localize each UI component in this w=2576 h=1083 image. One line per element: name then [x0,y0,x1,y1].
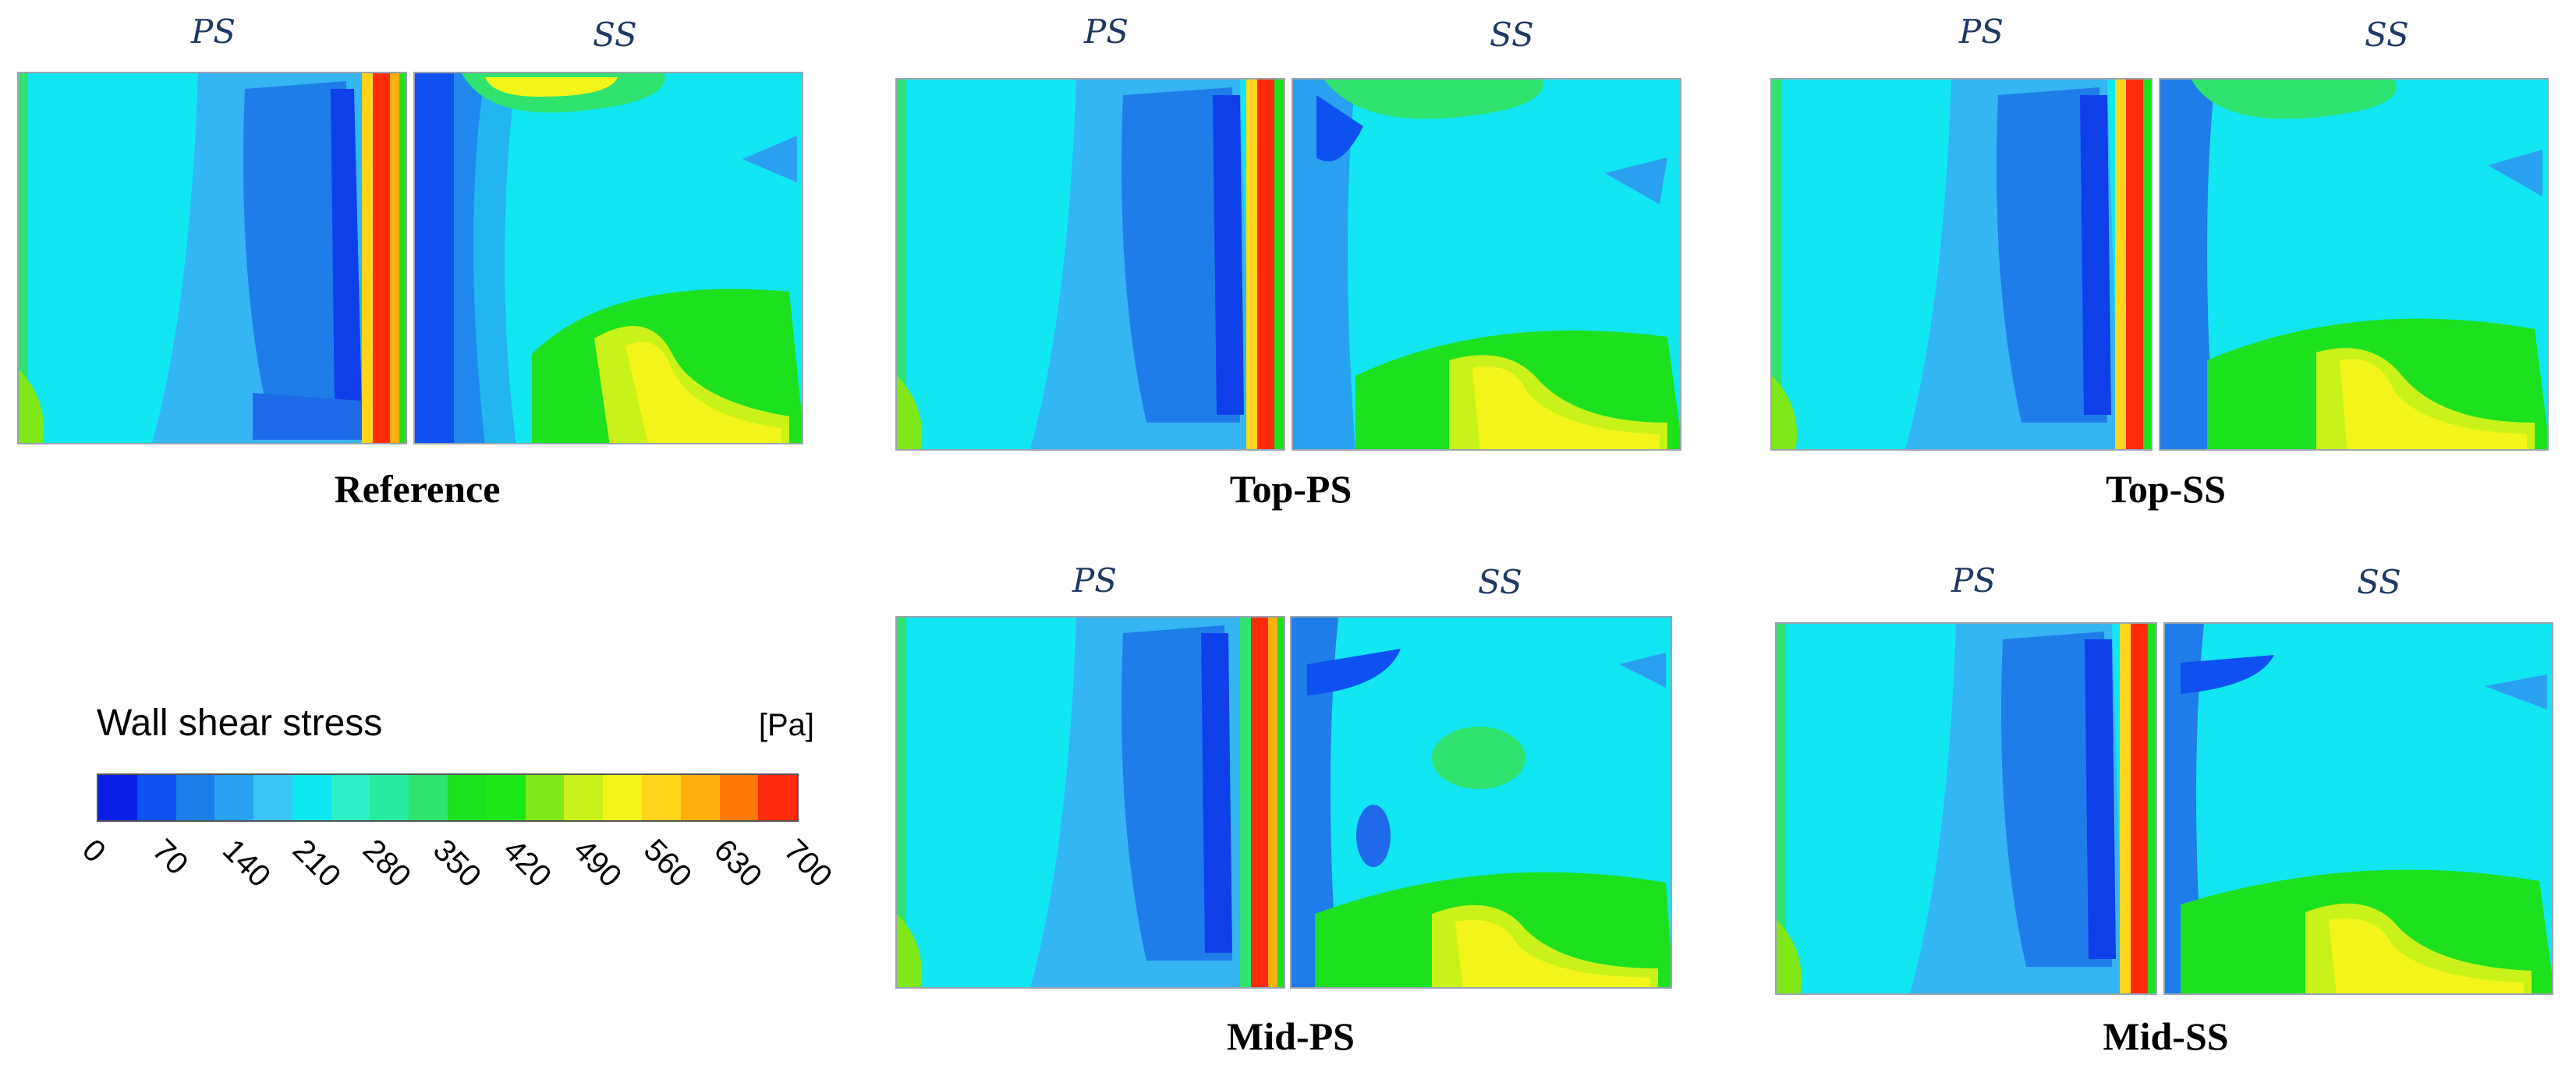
colorbar-swatch [409,775,448,820]
ss-contour-map [1290,616,1672,989]
color-legend: Wall shear stress [Pa] 0 70 140 210 280 350 42… [76,702,838,904]
colorbar-tick-label: 140 [215,833,278,894]
colorbar-swatch [448,775,487,820]
colorbar-swatch [98,775,137,820]
ss-label: SS [593,16,637,54]
colorbar-tick-label: 70 [145,833,195,882]
colorbar-swatch [719,775,759,820]
panel-reference: PS SS Reference [16,8,819,511]
ps-contour-map [895,616,1285,989]
colorbar-swatch [758,775,798,820]
case-title: Top-PS [1229,467,1352,511]
colorbar-swatch [136,775,176,820]
case-title: Mid-SS [2103,1014,2229,1058]
colorbar-swatch [525,775,565,820]
colorbar-swatch [175,775,215,820]
colorbar-swatch [214,775,254,820]
colorbar-swatch [370,775,409,820]
colorbar-swatch [253,775,292,820]
ps-contour-map [895,78,1285,451]
colorbar-swatch [486,775,526,820]
colorbar-swatch [564,775,604,820]
colorbar-swatch [603,775,642,820]
ss-label: SS [2357,563,2401,601]
colorbar-tick-label: 0 [75,833,112,869]
colorbar-tick-label: 350 [426,833,488,894]
ss-contour-map [2163,622,2553,995]
colorbar-swatch [292,775,331,820]
legend-unit: [Pa] [758,708,814,742]
colorbar-swatch [331,775,370,820]
ps-label: PS [1951,561,1997,600]
colorbar [97,773,799,822]
ps-label: PS [1084,12,1129,51]
colorbar-tick-label: 280 [356,833,418,894]
colorbar-tick-label: 210 [285,833,348,894]
ps-contour-map [1770,78,2153,451]
panel-mid-ps: PS SS Mid-PS [889,554,1692,1058]
case-title: Reference [334,467,501,511]
case-title: Mid-PS [1227,1014,1355,1058]
panel-top-ps: PS SS Top-PS [889,8,1692,511]
ss-label: SS [1490,16,1534,54]
colorbar-swatch [680,775,720,820]
panel-mid-ss: PS SS Mid-SS [1764,554,2567,1058]
colorbar-tick-label: 700 [777,833,839,894]
ss-contour-map [1292,78,1681,451]
colorbar-tick-label: 420 [496,833,558,894]
ss-label: SS [2365,16,2409,54]
ps-label: PS [1959,12,2004,51]
case-title: Top-SS [2106,467,2226,511]
ss-contour-map [2159,78,2549,451]
colorbar-tick-label: 630 [707,833,769,894]
ps-label: PS [191,12,236,51]
ss-contour-map [413,72,803,444]
panel-top-ss: PS SS Top-SS [1764,8,2567,511]
ps-label: PS [1072,561,1118,600]
colorbar-tick-label: 490 [566,833,629,894]
ps-contour-map [17,72,407,444]
colorbar-swatch [641,775,681,820]
colorbar-tick-label: 560 [636,833,699,894]
legend-title: Wall shear stress [97,703,383,744]
ps-contour-map [1775,622,2157,995]
ss-label: SS [1478,563,1522,601]
